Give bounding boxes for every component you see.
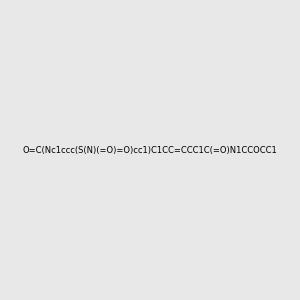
Text: O=C(Nc1ccc(S(N)(=O)=O)cc1)C1CC=CCC1C(=O)N1CCOCC1: O=C(Nc1ccc(S(N)(=O)=O)cc1)C1CC=CCC1C(=O)… (22, 146, 278, 154)
